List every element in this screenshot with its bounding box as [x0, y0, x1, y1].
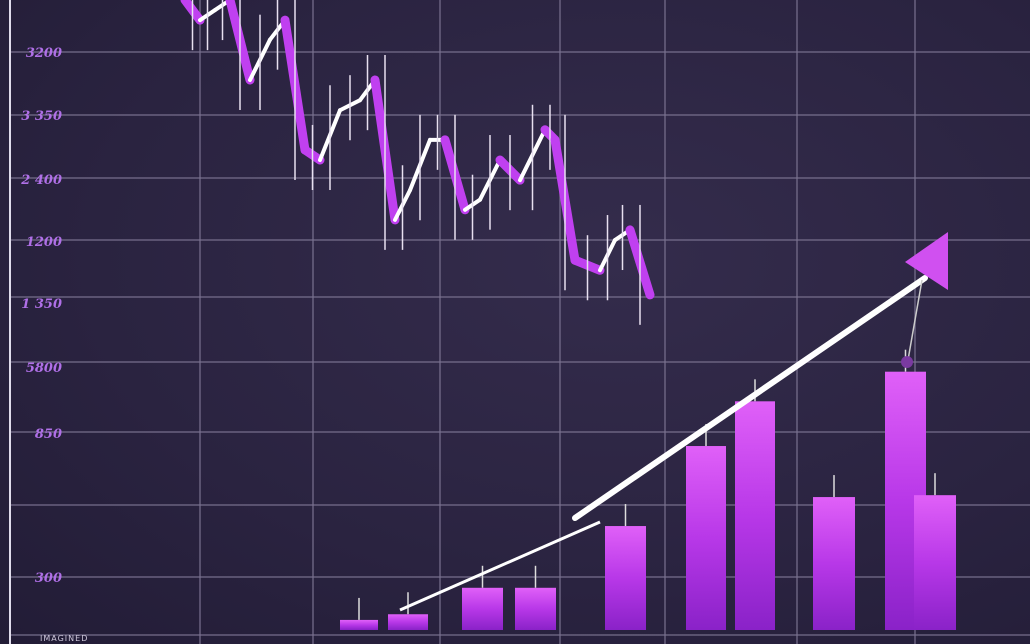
y-tick-label: 1200 [26, 235, 62, 250]
trend-arrow [399, 232, 948, 612]
trend-line-lower [399, 520, 601, 612]
bar [914, 495, 956, 630]
grid [9, 0, 1030, 644]
bar [388, 614, 428, 630]
y-tick-label: 3200 [26, 46, 62, 61]
watermark: IMAGINED [40, 634, 88, 643]
y-tick-label: 1 350 [21, 297, 62, 312]
price-line [180, 0, 655, 325]
y-tick-label: 850 [35, 427, 62, 442]
bar [340, 619, 378, 630]
y-tick-label: 3 350 [21, 109, 62, 124]
y-tick-label: 2 400 [20, 173, 62, 188]
bars [340, 349, 956, 630]
y-tick-label: 300 [35, 571, 62, 586]
trend-arrow-shaft [572, 275, 928, 521]
bar [605, 526, 646, 630]
arrow-tether [907, 279, 923, 361]
bar [735, 401, 775, 630]
tether-knob [901, 356, 913, 368]
arrow-head-icon [905, 232, 948, 290]
y-tick-label: 5800 [26, 361, 62, 376]
y-axis-ticks: 3200 3 350 2 400 1200 1 350 5800 850 300 [20, 46, 62, 586]
bar [462, 587, 503, 630]
bar [686, 446, 726, 630]
bar [515, 587, 556, 630]
bar [813, 497, 855, 630]
